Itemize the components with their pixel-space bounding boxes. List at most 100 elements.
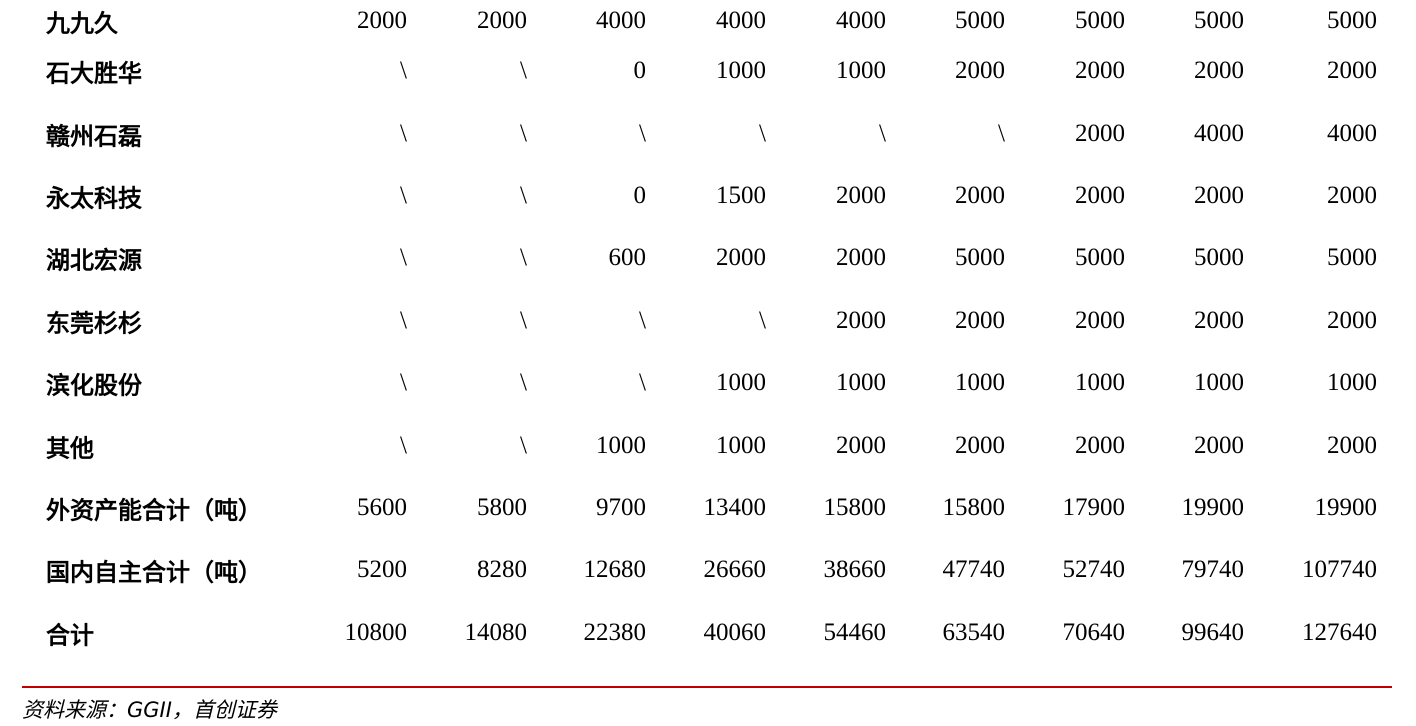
table-cell: 4000 [836,7,886,34]
table-cell: \ [400,181,407,209]
table-cell: 1000 [716,431,766,459]
table-cell: 0 [633,181,647,209]
table-cell: 5000 [1327,244,1377,272]
table-cell: 4000 [596,7,646,34]
table-cell: 5200 [357,556,407,584]
table-cell: 2000 [1075,119,1125,147]
table-cell: \ [520,369,527,397]
table-row: 其他 \ \ 1000 1000 2000 2000 2000 2000 2000 [0,414,1416,476]
table-cell: 13400 [703,493,767,521]
table-cell: 2000 [1327,181,1377,209]
table-cell: 2000 [836,306,886,334]
row-label: 国内自主合计（吨） [46,558,262,587]
table-cell: 2000 [1194,57,1244,85]
table-cell: 2000 [955,57,1005,85]
capacity-table: 九九久 2000 2000 4000 4000 4000 5000 5000 5000 5000 石… [0,0,1416,650]
table-cell: 4000 [1327,119,1377,147]
table-cell: 2000 [836,181,886,209]
table-cell: \ [879,119,886,147]
table-row: 九九久 2000 2000 4000 4000 4000 5000 5000 5000 5000 [0,0,1416,40]
table-cell: 19900 [1314,493,1378,521]
table-cell: 54460 [823,618,887,646]
table-row: 外资产能合计（吨） 5600 5800 9700 13400 15800 15800 1790… [0,477,1416,539]
table-cell: 52740 [1062,556,1126,584]
table-cell: \ [998,119,1005,147]
table-cell: 63540 [942,618,1006,646]
table-cell: 2000 [1075,431,1125,459]
table-cell: 15800 [823,493,887,521]
table-cell: 5600 [357,493,407,521]
source-note: 资料来源：GGII，首创证券 [22,698,277,722]
table-cell: 2000 [1327,306,1377,334]
table-cell: \ [520,306,527,334]
row-label: 合计 [46,621,94,650]
source-divider [22,686,1392,688]
table-cell: 2000 [1075,306,1125,334]
table-cell: \ [639,369,646,397]
table-cell: 99640 [1181,618,1245,646]
row-label: 湖北宏源 [46,246,142,275]
table-cell: 26660 [703,556,767,584]
table-cell: \ [400,244,407,272]
table-cell: 1000 [955,369,1005,397]
table-cell: 2000 [357,7,407,34]
table-cell: \ [400,369,407,397]
table-row: 永太科技 \ \ 0 1500 2000 2000 2000 2000 2000 [0,165,1416,227]
table-cell: \ [520,57,527,85]
table-cell: 79740 [1181,556,1245,584]
table-cell: 47740 [942,556,1006,584]
table-cell: 2000 [955,431,1005,459]
table-row: 东莞杉杉 \ \ \ \ 2000 2000 2000 2000 2000 [0,290,1416,352]
table-cell: 1000 [1194,369,1244,397]
table-cell: \ [400,431,407,459]
table-cell: 2000 [1194,431,1244,459]
table-cell: 2000 [955,306,1005,334]
table-row: 滨化股份 \ \ \ 1000 1000 1000 1000 1000 1000 [0,352,1416,414]
table-cell: 0 [633,57,647,85]
row-label: 赣州石磊 [46,122,142,151]
table-cell: 40060 [703,618,767,646]
table-cell: 107740 [1302,556,1377,584]
table-cell: \ [639,119,646,147]
table-row: 国内自主合计（吨） 5200 8280 12680 26660 38660 47740 527… [0,539,1416,601]
table-cell: 2000 [836,431,886,459]
table-cell: 2000 [1075,57,1125,85]
table-cell: 22380 [583,618,647,646]
row-label: 其他 [46,434,94,463]
row-label: 九九久 [46,9,118,38]
table-cell: 1000 [596,431,646,459]
table-cell: 12680 [583,556,647,584]
table-cell: 5800 [477,493,527,521]
table-cell: \ [400,57,407,85]
table-cell: 15800 [942,493,1006,521]
table-cell: \ [759,306,766,334]
table-cell: \ [639,306,646,334]
table-body: 九九久 2000 2000 4000 4000 4000 5000 5000 5000 5000 石… [0,0,1416,650]
table-cell: 1000 [716,369,766,397]
table-cell: 17900 [1062,493,1126,521]
row-label: 永太科技 [46,184,142,213]
table-cell: 8280 [477,556,527,584]
table-cell: 5000 [955,244,1005,272]
table-cell: 600 [608,244,647,272]
table-cell: \ [520,119,527,147]
table-cell: \ [520,244,527,272]
row-label: 外资产能合计（吨） [46,496,262,525]
table-cell: 2000 [1075,181,1125,209]
table-cell: \ [520,181,527,209]
table-cell: 10800 [344,618,408,646]
table-cell: 1000 [1075,369,1125,397]
table-cell: 1000 [836,57,886,85]
table-cell: \ [759,119,766,147]
table-cell: 19900 [1181,493,1245,521]
table-cell: 2000 [477,7,527,34]
table-cell: 5000 [1075,244,1125,272]
table-cell: 1000 [836,369,886,397]
table-cell: \ [400,119,407,147]
table-cell: 38660 [823,556,887,584]
table-cell: 1000 [1327,369,1377,397]
row-label: 滨化股份 [46,371,142,400]
table-cell: 2000 [716,244,766,272]
table-cell: 2000 [955,181,1005,209]
table-cell: 70640 [1062,618,1126,646]
